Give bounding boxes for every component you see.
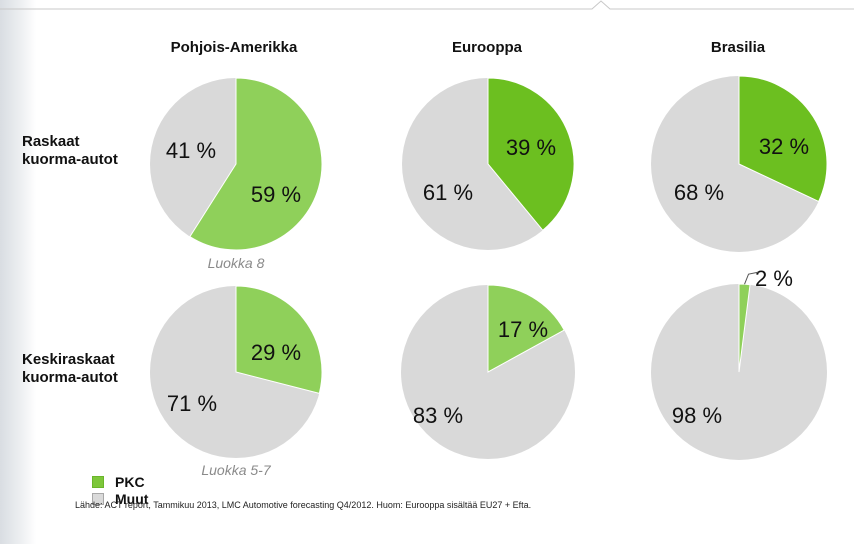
pie-label-muut-pohjois-amerikka-keskiraskaat: 71 % xyxy=(167,391,217,416)
legend-item-pkc: PKC xyxy=(92,474,145,490)
pie-label-muut-pohjois-amerikka-raskaat: 41 % xyxy=(166,138,216,163)
pie-slice-pkc-brasilia-raskaat xyxy=(738,75,828,203)
pie-label-pkc-pohjois-amerikka-raskaat: 59 % xyxy=(251,182,301,207)
column-title-brasilia: Brasilia xyxy=(710,39,766,56)
top-rule xyxy=(0,0,854,10)
row-label-raskaat: Raskaat kuorma-autot xyxy=(22,133,118,169)
pie-label-pkc-eurooppa-keskiraskaat: 17 % xyxy=(498,317,548,342)
sublabel-luokka-8: Luokka 8 xyxy=(207,255,265,271)
legend-swatch-muut xyxy=(92,493,104,505)
pie-slice-pkc-eurooppa-keskiraskaat xyxy=(487,284,565,373)
source-note: Lähde: ACT report, Tammikuu 2013, LMC Au… xyxy=(75,500,532,510)
row-label-keskiraskaat-line1: Keskiraskaat xyxy=(22,351,115,368)
pie-slice-pkc-eurooppa-raskaat xyxy=(487,77,575,231)
legend-label-pkc: PKC xyxy=(115,474,145,490)
column-title-eurooppa: Eurooppa xyxy=(452,39,522,56)
row-label-keskiraskaat-line2: kuorma-autot xyxy=(22,369,118,386)
legend-label-muut: Muut xyxy=(115,491,149,507)
legend-swatch-pkc xyxy=(92,476,104,488)
pie-label-pkc-brasilia-raskaat: 32 % xyxy=(759,134,809,159)
row-label-raskaat-line1: Raskaat xyxy=(22,133,80,150)
pie-label-pkc-pohjois-amerikka-keskiraskaat: 29 % xyxy=(251,340,301,365)
pie-slice-pkc-brasilia-keskiraskaat xyxy=(738,283,751,373)
pie-slice-pkc-pohjois-amerikka-keskiraskaat xyxy=(235,285,323,394)
legend-item-muut: Muut xyxy=(92,491,148,507)
pie-slice-pkc-pohjois-amerikka-raskaat xyxy=(189,77,323,251)
pie-label-muut-brasilia-keskiraskaat: 98 % xyxy=(672,403,722,428)
background-stripe xyxy=(0,0,36,544)
sublabel-luokka-5-7: Luokka 5-7 xyxy=(201,462,271,478)
pie-label-pkc-eurooppa-raskaat: 39 % xyxy=(506,135,556,160)
pie-label-muut-brasilia-raskaat: 68 % xyxy=(674,180,724,205)
row-label-keskiraskaat: Keskiraskaat kuorma-autot xyxy=(22,351,118,387)
pie-label-pkc-brasilia-keskiraskaat: 2 % xyxy=(755,266,793,291)
leader-line-pkc-brasilia-keskiraskaat xyxy=(744,271,759,285)
row-label-raskaat-line2: kuorma-autot xyxy=(22,151,118,168)
column-title-pohjois-amerikka: Pohjois-Amerikka xyxy=(170,39,298,56)
pie-label-muut-eurooppa-raskaat: 61 % xyxy=(423,180,473,205)
pie-label-muut-eurooppa-keskiraskaat: 83 % xyxy=(413,403,463,428)
